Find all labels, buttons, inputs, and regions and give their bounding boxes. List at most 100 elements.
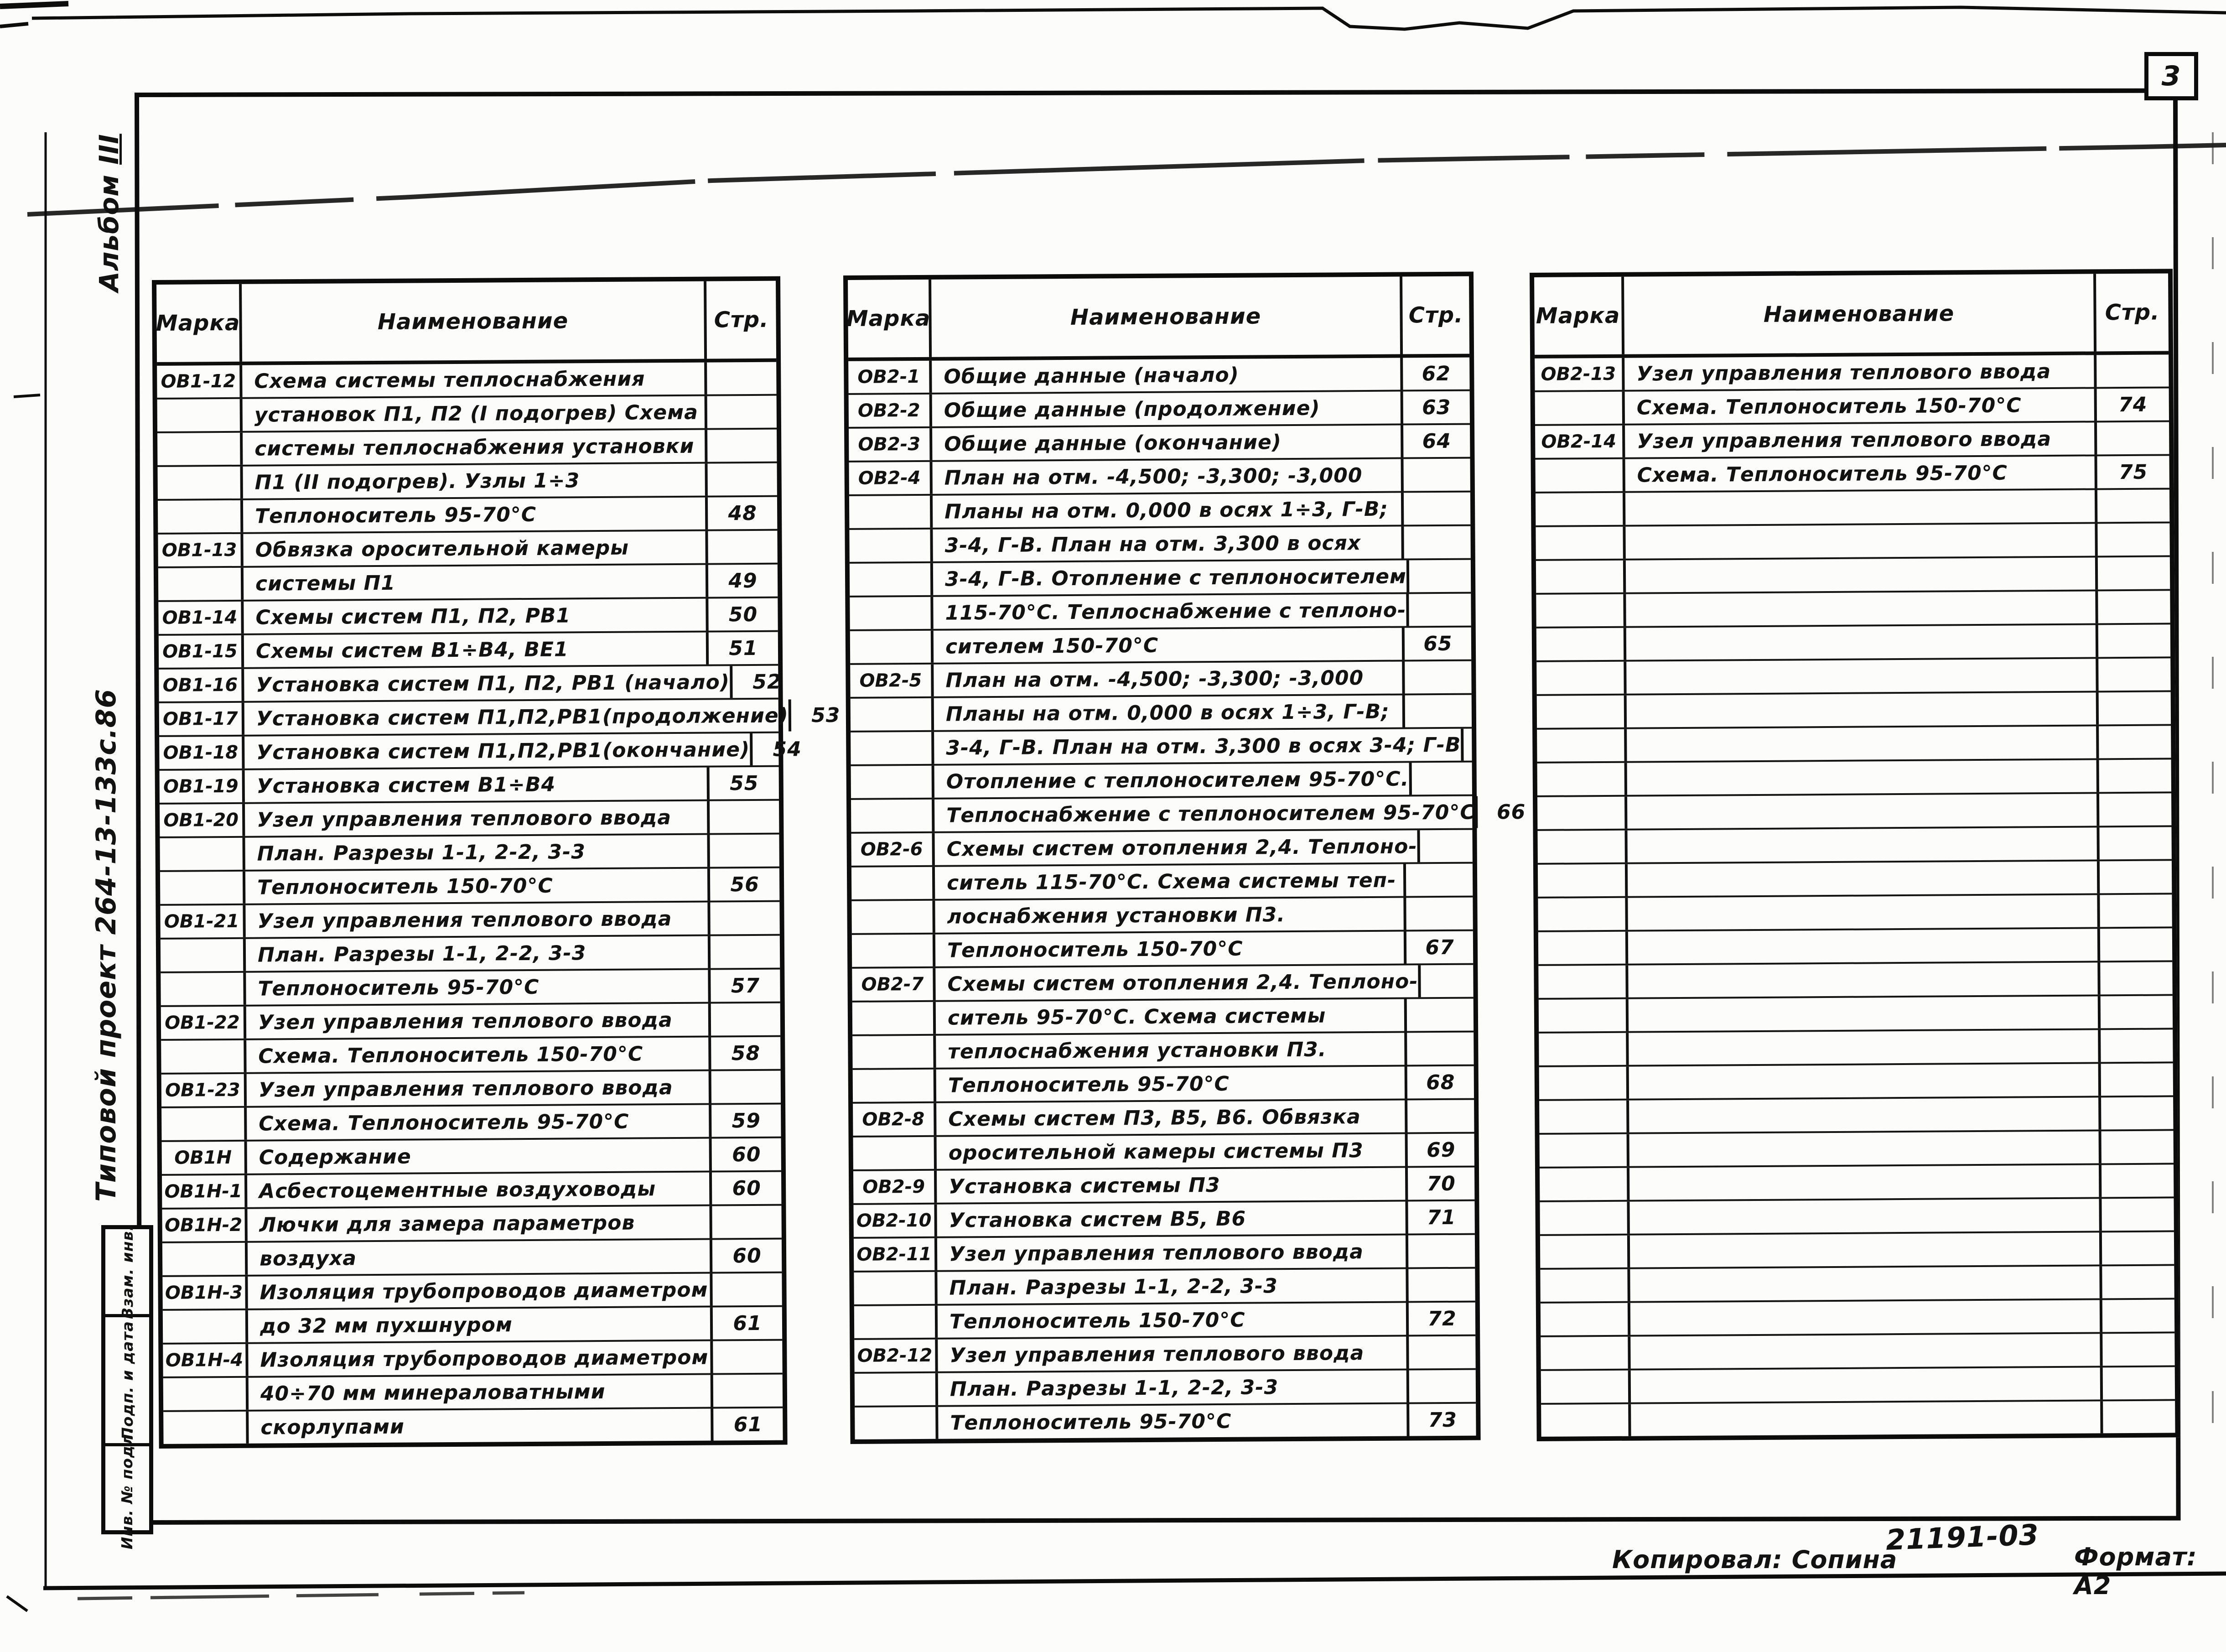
page-cell: 62 [1422, 362, 1451, 385]
page-cell [1403, 459, 1470, 491]
mark-cell: ОВ1Н-4 [163, 1344, 249, 1377]
table-row: Теплоснабжение с теплоносителем 95-70°С 6… [851, 796, 1526, 834]
name-cell: скорлупами [249, 1408, 714, 1444]
mark-cell [1539, 1066, 1629, 1099]
page-cell: 71 [1427, 1205, 1456, 1229]
table-row: Схема. Теплоноситель 95-70°С 59 [161, 1104, 781, 1142]
page-cell [2102, 1266, 2174, 1298]
name-cell [1626, 625, 2099, 660]
name-cell [1630, 1300, 2103, 1335]
mark-cell: ОВ1Н-1 [161, 1175, 248, 1208]
page-cell: 70 [1427, 1172, 1456, 1195]
name-cell: Установка систем В1÷В4 [244, 767, 710, 802]
page-cell [2099, 793, 2171, 826]
page-cell [1405, 695, 1472, 727]
name-cell [1627, 726, 2099, 761]
table-row: ОВ2-1 Общие данные (начало) 62 [848, 357, 1470, 395]
name-cell [1626, 692, 2099, 727]
name-cell: 40÷70 мм минераловатными [248, 1375, 714, 1410]
name-cell: Теплоноситель 150-70°С [935, 931, 1407, 966]
name-cell: Теплоноситель 95-70°С [938, 1404, 1410, 1439]
table-row [1537, 861, 2172, 899]
mark-cell: ОВ1-15 [158, 635, 244, 668]
table-header-row: Марка Наименование Стр. [1534, 273, 2169, 358]
page-cell [713, 1341, 782, 1373]
name-cell: системы П1 [243, 565, 709, 600]
name-cell [1629, 1064, 2101, 1099]
page-cell [1409, 594, 1475, 626]
table-row: ОВ1-21 Узел управления теплового ввода [160, 902, 780, 940]
mark-cell [161, 1107, 247, 1140]
mark-cell [158, 567, 244, 600]
column-header-mark: Марка [846, 279, 932, 358]
table-row: ОВ2-11 Узел управления теплового ввода [853, 1235, 1475, 1273]
page-cell [2100, 962, 2172, 994]
table-row: План. Разрезы 1-1, 2-2, 3-3 [854, 1268, 1475, 1306]
table-row: Теплоноситель 95-70°С 48 [157, 497, 778, 535]
mark-cell [157, 399, 243, 431]
table-row [1537, 726, 2171, 764]
page-cell [2103, 1367, 2175, 1399]
name-cell: П1 (II подогрев). Узлы 1÷3 [243, 463, 708, 499]
page-cell [2100, 928, 2172, 961]
mark-cell [1535, 493, 1626, 525]
page-cell [2101, 1063, 2173, 1096]
mark-cell [849, 563, 934, 596]
name-cell [1629, 1165, 2102, 1200]
table-row [1536, 658, 2171, 696]
page-cell [1405, 661, 1471, 694]
page-cell [1404, 526, 1470, 559]
mark-cell [162, 1310, 249, 1343]
name-cell [1625, 490, 2098, 525]
mark-cell [854, 1272, 938, 1304]
mark-cell: ОВ1Н-2 [162, 1209, 248, 1242]
table-row [1538, 962, 2173, 1000]
table-row: План. Разрезы 1-1, 2-2, 3-3 [160, 834, 779, 872]
mark-cell: ОВ1-20 [160, 804, 245, 836]
mark-cell: ОВ2-10 [853, 1204, 937, 1237]
page-cell [2097, 523, 2169, 556]
page-cell [1408, 1235, 1475, 1268]
page-cell [707, 362, 776, 395]
table-row: 40÷70 мм минераловатными [163, 1374, 783, 1412]
table-row: ОВ1-20 Узел управления теплового ввода [160, 800, 779, 838]
album-word: Альбом [93, 174, 125, 292]
page-cell [2099, 827, 2171, 859]
page-cell [2097, 489, 2169, 522]
name-cell: Узел управления теплового ввода [245, 902, 711, 937]
name-cell: Установка систем П1, П2, РВ1 (начало) [244, 666, 733, 701]
name-cell: Схема. Теплоноситель 95-70°С [247, 1105, 712, 1140]
name-cell: Установка систем П1,П2,РВ1(окончание) [244, 733, 753, 769]
stamp-label: Подп. и дата [118, 1320, 136, 1440]
format-label: Формат: А2 [2074, 1543, 2197, 1600]
mark-cell [849, 495, 933, 528]
name-cell: лоснабжения установки П3. [935, 898, 1406, 933]
page-cell [711, 1071, 781, 1103]
name-cell: 3-4, Г-В. Отопление с теплоносителем [933, 560, 1410, 595]
column-header-mark: Марка [156, 284, 243, 362]
mark-cell [1537, 763, 1627, 795]
table-row: ОВ2-6 Схемы систем отопления 2,4. Теплоно… [851, 830, 1473, 868]
table-row: ОВ2-3 Общие данные (окончание) 64 [849, 425, 1470, 462]
page-cell [713, 1375, 783, 1407]
page-cell [708, 531, 777, 563]
name-cell [1629, 1030, 2101, 1065]
page-cell [1409, 560, 1476, 592]
mark-cell: ОВ1-18 [159, 736, 245, 769]
mark-cell [1540, 1303, 1631, 1335]
table-row: ОВ2-4 План на отм. -4,500; -3,300; -3,000 [849, 458, 1470, 496]
table-row [1540, 1198, 2174, 1236]
table-row: 3-4, Г-В. План на отм. 3,300 в осях [849, 526, 1471, 564]
page-cell: 65 [1423, 632, 1453, 655]
page-cell: 68 [1426, 1070, 1455, 1094]
mark-cell [1540, 1235, 1630, 1268]
mark-cell: ОВ1-16 [159, 669, 244, 701]
mark-cell: ОВ1-21 [160, 905, 246, 938]
name-cell: План. Разрезы 1-1, 2-2, 3-3 [245, 835, 710, 870]
table-row: скорлупами 61 [163, 1408, 783, 1444]
table-row [1539, 1097, 2174, 1135]
name-cell: Узел управления теплового ввода [1625, 422, 2097, 457]
name-cell: Узел управления теплового ввода [1624, 355, 2097, 390]
page-cell: 57 [731, 974, 760, 997]
table-row: Теплоноситель 150-70°С 56 [160, 868, 780, 906]
